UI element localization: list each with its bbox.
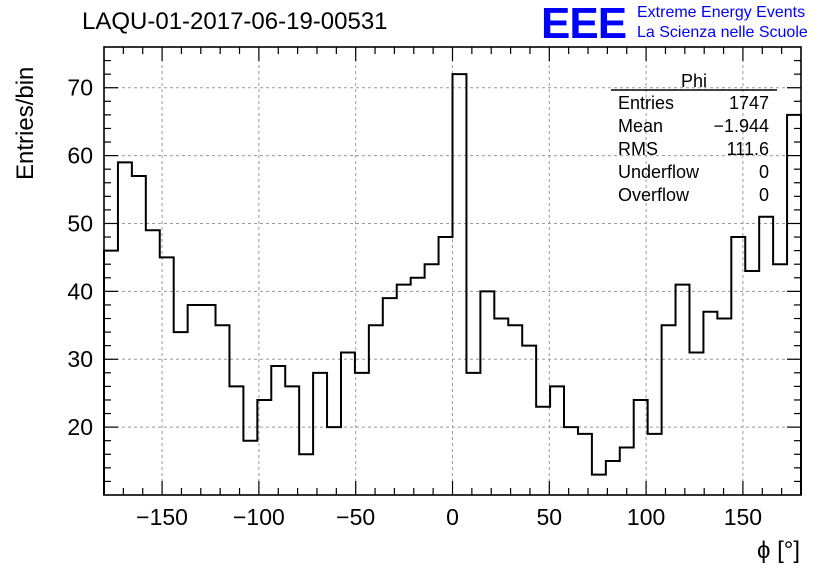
stats-box-title: Phi [681, 71, 707, 91]
x-tick-labels: −150 −100 −50 0 50 100 150 [136, 504, 762, 530]
x-tick-label: 150 [724, 504, 762, 530]
x-tick-label: −50 [336, 504, 375, 530]
stats-label-overflow: Overflow [618, 185, 690, 205]
histogram-line [103, 73, 802, 495]
x-axis-label: ϕ [°] [757, 537, 800, 564]
y-tick-label: 20 [67, 414, 93, 440]
stats-label-entries: Entries [618, 93, 674, 113]
x-tick-label: 100 [627, 504, 665, 530]
x-tick-label: 50 [537, 504, 563, 530]
stats-label-mean: Mean [618, 116, 663, 136]
eee-logo: EEE [541, 0, 627, 48]
y-tick-label: 60 [67, 143, 93, 169]
y-axis-label: Entries/bin [12, 67, 39, 180]
logo-caption-line2: La Scienza nelle Scuole [637, 24, 808, 41]
x-tick-label: −150 [136, 504, 188, 530]
logo-caption-line1: Extreme Energy Events [637, 4, 806, 21]
y-tick-label: 70 [67, 75, 93, 101]
y-tick-label: 30 [67, 346, 93, 372]
stats-box: Phi Entries 1747 Mean −1.944 RMS 111.6 U… [611, 71, 777, 205]
stats-value-entries: 1747 [729, 93, 769, 113]
stats-value-overflow: 0 [759, 185, 769, 205]
stats-value-mean: −1.944 [713, 116, 769, 136]
chart-title: LAQU-01-2017-06-19-00531 [82, 8, 388, 35]
y-tick-label: 40 [67, 278, 93, 304]
x-tick-label: 0 [446, 504, 459, 530]
axis-ticks [104, 47, 801, 495]
y-tick-labels: 20 30 40 50 60 70 [67, 75, 93, 440]
stats-label-underflow: Underflow [618, 162, 700, 182]
y-tick-label: 50 [67, 210, 93, 236]
stats-value-underflow: 0 [759, 162, 769, 182]
stats-value-rms: 111.6 [727, 139, 769, 159]
logo-caption: Extreme Energy Events La Scienza nelle S… [637, 3, 808, 43]
stats-label-rms: RMS [618, 139, 658, 159]
x-tick-label: −100 [233, 504, 285, 530]
